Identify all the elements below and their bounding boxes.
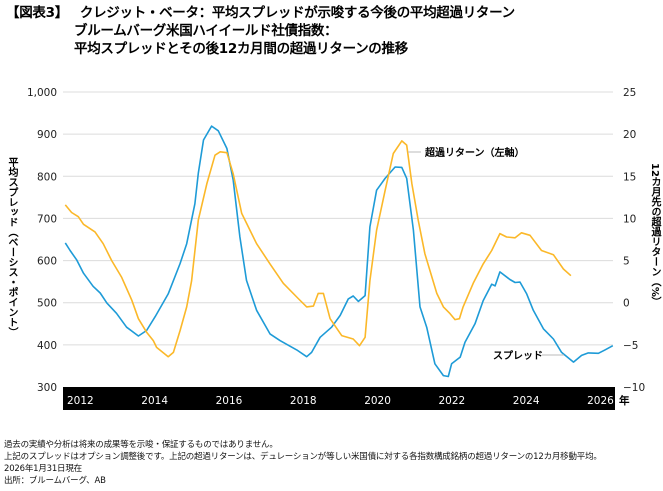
left-axis-label: 平均スプレッド（ベーシス・ポイント）: [6, 157, 17, 337]
chart-title-line3: 平均スプレッドとその後12カ月間の超過リターンの推移: [74, 41, 408, 57]
x-tick-label: 2014: [141, 395, 168, 407]
figure-tag: 【図表3】: [6, 5, 68, 21]
right-tick-label: 10: [623, 213, 636, 225]
spread-annotation: スプレッド: [493, 349, 543, 362]
x-tick-label: 2022: [439, 395, 466, 407]
left-tick-label: 500: [37, 298, 57, 310]
disclaimer-note: 過去の実績や分析は将来の成果等を示唆・保証するものではありません。: [4, 440, 278, 450]
source-note: 出所：ブルームバーグ、AB: [4, 476, 106, 486]
spread-line: [64, 125, 614, 378]
x-tick-label: 2016: [216, 395, 243, 407]
chart-title-line2: ブルームバーグ米国ハイイールド社債指数：: [74, 23, 338, 39]
left-tick-label: 400: [37, 340, 57, 352]
x-tick-label: 2020: [364, 395, 391, 407]
x-tick-label: 2018: [290, 395, 317, 407]
right-tick-label: 0: [623, 298, 630, 310]
right-tick-label: 25: [623, 87, 636, 99]
dual-axis-line-chart: 3004005006007008009001,000−10−5051015202…: [27, 87, 645, 410]
left-tick-label: 1,000: [27, 87, 57, 99]
excess-return-annotation: 超過リターン（左軸）: [424, 146, 525, 159]
right-tick-label: 20: [623, 129, 636, 141]
as-of-date-note: 2026年1月31日現在: [4, 464, 82, 474]
right-tick-label: −5: [623, 340, 638, 352]
x-tick-label: 2012: [67, 395, 94, 407]
right-tick-label: 15: [623, 171, 636, 183]
methodology-note: 上記のスプレッドはオプション調整後です。上記の超過リターンは、デュレーションが等…: [4, 452, 602, 462]
x-axis-band: [63, 387, 615, 410]
left-tick-label: 300: [37, 382, 57, 394]
chart-title-line1: 【図表3】 クレジット・ベータ：平均スプレッドが示唆する今後の平均超過リターン: [6, 1, 515, 21]
right-tick-label: −10: [623, 382, 645, 394]
x-axis-unit-label: 年: [619, 394, 630, 407]
right-axis-label: 12カ月先の超過リターン（%）: [649, 163, 660, 307]
left-tick-label: 600: [37, 256, 57, 268]
excess-return-line: [64, 140, 572, 358]
left-tick-label: 900: [37, 129, 57, 141]
right-tick-label: 5: [623, 256, 630, 268]
left-tick-label: 700: [37, 213, 57, 225]
x-tick-label: 2024: [513, 395, 540, 407]
left-tick-label: 800: [37, 171, 57, 183]
x-tick-label: 2026: [587, 395, 614, 407]
title-text: クレジット・ベータ：平均スプレッドが示唆する今後の平均超過リターン: [79, 5, 515, 21]
